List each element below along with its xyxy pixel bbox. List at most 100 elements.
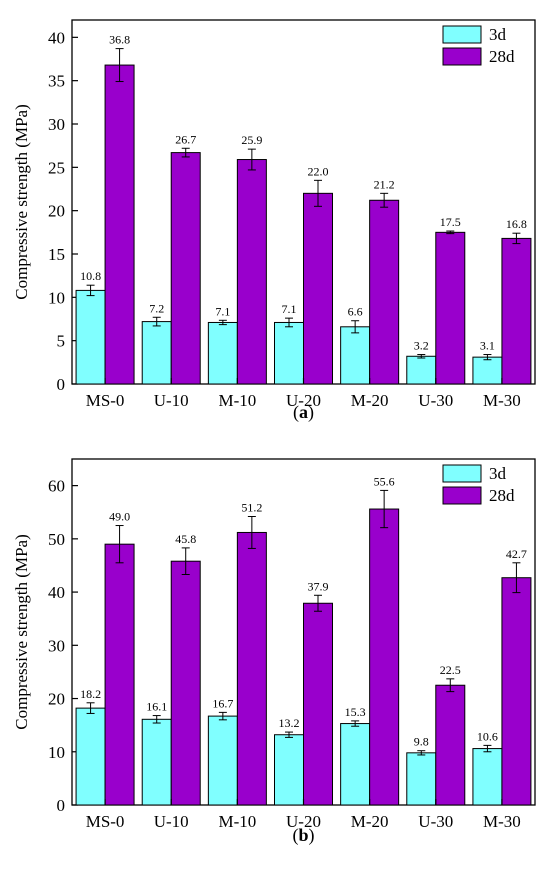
y-tick-label: 40 (48, 28, 65, 47)
data-label: 21.2 (374, 177, 395, 191)
y-tick-label: 10 (48, 743, 65, 762)
data-label: 13.2 (279, 716, 300, 730)
data-label: 55.6 (374, 474, 395, 488)
data-label: 15.3 (345, 705, 366, 719)
y-tick-label: 0 (57, 375, 66, 394)
bar-28d-U-10 (170, 152, 201, 385)
bar-28d-U-20 (303, 602, 333, 806)
bar-3d-U-10 (141, 321, 172, 385)
chart-b-svg: 0 10 20 30 40 50 60 Compressive strength (MPa) 1… (12, 458, 536, 846)
x-tick-label: U-30 (418, 391, 453, 410)
legend-swatch-3d (442, 25, 482, 44)
panel-letter: b (298, 825, 308, 845)
legend-label-28d: 28d (489, 47, 515, 66)
bar-28d-M-20 (369, 508, 400, 806)
bar-28d-MS-0 (104, 64, 135, 385)
chart-a-svg: 0 5 10 15 20 25 30 35 40 Compressive strength (MP… (12, 19, 536, 423)
y-tick-label: 60 (48, 477, 65, 496)
data-label: 45.8 (175, 532, 196, 546)
bar-3d-M-20 (340, 723, 371, 806)
bar-3d-M-10 (207, 321, 238, 385)
bar-3d-M-20 (340, 326, 371, 385)
data-label: 49.0 (109, 510, 130, 524)
bar-3d-U-10 (141, 718, 172, 806)
bar-3d-M-10 (207, 715, 238, 806)
y-tick-label: 35 (48, 72, 65, 91)
x-tick-label: M-20 (351, 391, 389, 410)
bar-28d-M-20 (369, 199, 400, 385)
y-tick-label: 20 (48, 202, 65, 221)
data-label: 3.2 (414, 339, 429, 353)
bar-28d-M-30 (501, 237, 532, 385)
data-label: 22.0 (308, 164, 329, 178)
bar-3d-U-20 (274, 321, 304, 385)
data-label: 6.6 (348, 305, 363, 319)
x-tick-label: U-20 (286, 391, 321, 410)
data-label: 18.2 (80, 687, 101, 701)
panel-caption: (b) (292, 825, 314, 846)
bar-28d-MS-0 (104, 543, 135, 806)
data-label: 51.2 (241, 500, 262, 514)
data-label: 7.2 (149, 301, 164, 315)
data-label: 3.1 (480, 339, 495, 353)
x-tick-label: MS-0 (86, 391, 125, 410)
x-tick-label: U-30 (418, 812, 453, 831)
y-tick-label: 30 (48, 636, 65, 655)
chart-panel-b: 0 10 20 30 40 50 60 Compressive strength (MPa) 1… (0, 437, 550, 874)
x-tick-label: M-10 (218, 391, 256, 410)
legend-swatch-28d (442, 486, 482, 505)
data-label: 22.5 (440, 663, 461, 677)
data-label: 10.6 (477, 729, 498, 743)
legend-swatch-28d (442, 47, 482, 66)
y-tick-label: 50 (48, 530, 65, 549)
data-label: 16.8 (506, 217, 527, 231)
y-tick-label: 0 (57, 796, 66, 815)
y-axis-label: Compressive strength (MPa) (12, 104, 31, 299)
panel-caption: (a) (293, 402, 314, 423)
data-label: 16.1 (146, 700, 167, 714)
bar-28d-U-30 (435, 231, 466, 385)
bar-3d-U-30 (406, 355, 437, 385)
data-label: 10.8 (80, 269, 101, 283)
bar-28d-M-30 (501, 577, 532, 806)
bar-28d-U-30 (435, 684, 466, 806)
data-label: 25.9 (241, 133, 262, 147)
bar-3d-U-30 (406, 752, 437, 806)
x-tick-label: M-30 (483, 812, 521, 831)
bar-3d-U-20 (274, 734, 304, 806)
legend-label-28d: 28d (489, 486, 515, 505)
legend-label-3d: 3d (489, 464, 507, 483)
y-tick-label: 20 (48, 690, 65, 709)
bar-28d-U-20 (303, 192, 333, 385)
data-label: 37.9 (308, 579, 329, 593)
x-tick-label: U-10 (154, 812, 189, 831)
x-tick-label: U-20 (286, 812, 321, 831)
bar-3d-MS-0 (75, 289, 106, 385)
y-tick-label: 25 (48, 158, 65, 177)
bar-28d-M-10 (236, 531, 267, 806)
data-label: 42.7 (506, 547, 527, 561)
x-tick-label: MS-0 (86, 812, 125, 831)
y-tick-label: 40 (48, 583, 65, 602)
data-label: 36.8 (109, 33, 130, 47)
y-tick-label: 5 (57, 332, 66, 351)
data-label: 7.1 (282, 302, 297, 316)
bar-3d-M-30 (472, 748, 503, 806)
panel-letter: a (299, 402, 308, 422)
data-label: 17.5 (440, 215, 461, 229)
y-tick-label: 15 (48, 245, 65, 264)
x-tick-label: U-10 (154, 391, 189, 410)
y-axis-label: Compressive strength (MPa) (12, 534, 31, 729)
y-tick-label: 30 (48, 115, 65, 134)
x-tick-label: M-30 (483, 391, 521, 410)
data-label: 7.1 (215, 304, 230, 318)
data-label: 9.8 (414, 735, 429, 749)
bar-28d-M-10 (236, 159, 267, 385)
data-label: 26.7 (175, 132, 196, 146)
data-label: 16.7 (212, 696, 233, 710)
bar-28d-U-10 (170, 560, 201, 806)
legend-swatch-3d (442, 464, 482, 483)
chart-panel-a: 0 5 10 15 20 25 30 35 40 Compressive strength (MP… (12, 19, 536, 423)
x-tick-label: M-20 (351, 812, 389, 831)
legend-label-3d: 3d (489, 25, 507, 44)
